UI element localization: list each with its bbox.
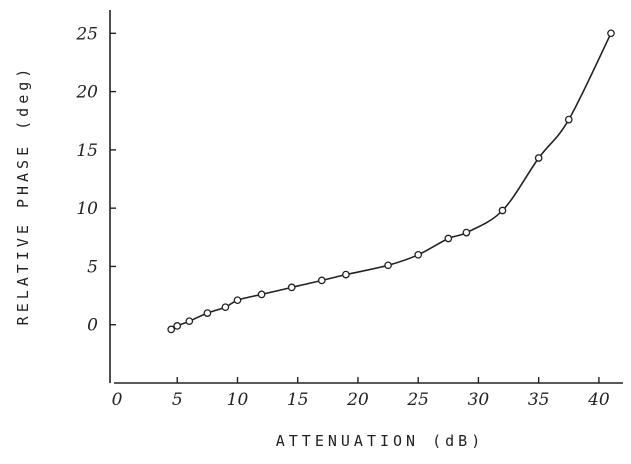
axes (109, 10, 623, 384)
x-tick-label: 10 (227, 390, 249, 410)
y-tick-label: 0 (87, 316, 98, 336)
data-point (257, 290, 266, 299)
data-point (185, 317, 194, 326)
data-point (173, 322, 182, 330)
data-point (221, 303, 230, 312)
data-points (167, 29, 615, 334)
y-tick-label: 15 (76, 141, 98, 161)
x-tick-label: 35 (528, 390, 550, 410)
x-tick-label: 25 (406, 390, 429, 410)
tick-labels: 0 5 10 15 20 25 30 35 40 0 5 10 15 20 25 (75, 24, 610, 410)
data-point (317, 276, 326, 285)
data-point (607, 29, 615, 38)
data-point (203, 309, 212, 317)
x-tick-label: 30 (468, 390, 490, 410)
data-point (534, 154, 543, 162)
x-tick-label: 15 (287, 390, 309, 410)
data-point (384, 261, 392, 270)
data-point (498, 206, 507, 215)
data-point (342, 270, 350, 279)
y-tick-label: 20 (75, 83, 98, 103)
data-point (233, 296, 242, 305)
data-point (287, 283, 296, 292)
x-axis-title: ATTENUATION (dB) (276, 432, 485, 450)
x-tick-label: 0 (112, 390, 123, 410)
data-point (444, 234, 453, 243)
series-curve (170, 32, 612, 331)
x-tick-label: 5 (172, 390, 183, 410)
data-point (564, 115, 573, 124)
y-tick-label: 25 (75, 24, 98, 44)
y-tick-label: 10 (76, 199, 98, 219)
data-point (462, 228, 471, 237)
y-tick-label: 5 (87, 257, 98, 277)
data-point (414, 250, 423, 259)
data-point (167, 325, 176, 334)
ticks (110, 32, 600, 383)
x-tick-label: 40 (587, 390, 610, 410)
y-axis-title: RELATIVE PHASE (deg) (14, 65, 32, 326)
x-tick-label: 20 (346, 390, 369, 410)
